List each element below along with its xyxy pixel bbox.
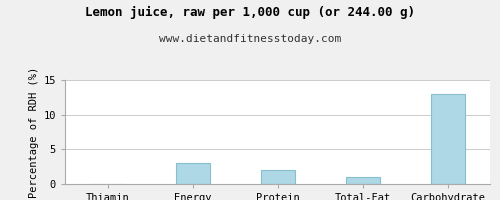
Bar — [176, 163, 210, 184]
Bar — [260, 170, 294, 184]
Text: www.dietandfitnesstoday.com: www.dietandfitnesstoday.com — [159, 34, 341, 44]
Y-axis label: Percentage of RDH (%): Percentage of RDH (%) — [30, 66, 40, 198]
Bar — [346, 177, 380, 184]
Text: Lemon juice, raw per 1,000 cup (or 244.00 g): Lemon juice, raw per 1,000 cup (or 244.0… — [85, 6, 415, 19]
Bar — [430, 94, 464, 184]
